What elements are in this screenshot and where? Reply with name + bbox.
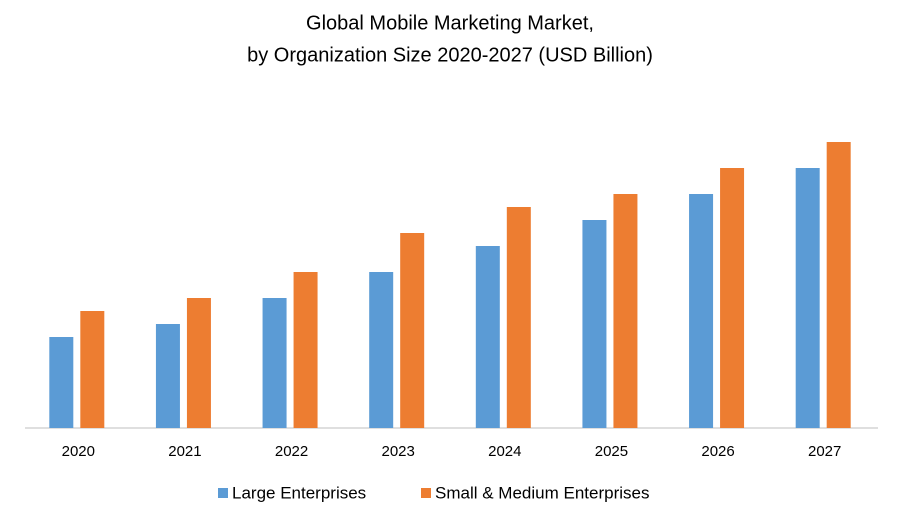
x-tick-label: 2025 (595, 443, 628, 460)
bar (262, 298, 287, 428)
legend-label: Small & Medium Enterprises (435, 483, 649, 502)
x-tick-label: 2021 (168, 443, 201, 460)
bar (369, 272, 394, 428)
bar (506, 207, 531, 428)
bar (613, 194, 638, 428)
bar (582, 220, 607, 428)
bar (795, 168, 820, 428)
bar (49, 337, 74, 428)
legend-label: Large Enterprises (232, 483, 366, 502)
chart-title: Global Mobile Marketing Market, (306, 12, 594, 34)
bar (826, 142, 851, 428)
x-tick-label: 2024 (488, 443, 521, 460)
bar (186, 298, 211, 428)
x-tick-label: 2020 (62, 443, 95, 460)
bar (400, 233, 425, 428)
x-tick-label: 2022 (275, 443, 308, 460)
bar (475, 246, 500, 428)
legend-swatch (421, 488, 431, 498)
bar (720, 168, 745, 428)
x-tick-label: 2026 (701, 443, 734, 460)
bar (155, 324, 180, 428)
bar (293, 272, 318, 428)
x-tick-label: 2027 (808, 443, 841, 460)
x-tick-label: 2023 (382, 443, 415, 460)
legend-swatch (218, 488, 228, 498)
bar (80, 311, 105, 428)
bar (689, 194, 714, 428)
chart-title: by Organization Size 2020-2027 (USD Bill… (247, 44, 653, 66)
